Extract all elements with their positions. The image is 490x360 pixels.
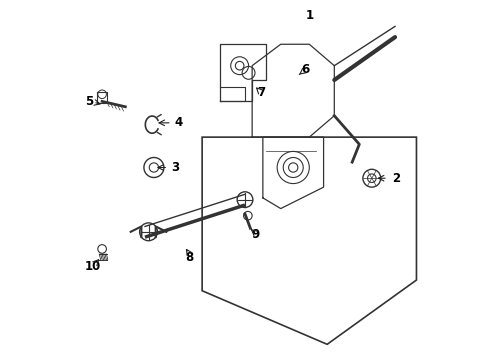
Text: 9: 9 (251, 228, 259, 241)
Text: 1: 1 (305, 9, 314, 22)
Text: 2: 2 (392, 172, 401, 185)
Text: 4: 4 (174, 116, 183, 129)
Text: 10: 10 (85, 260, 101, 273)
Text: 3: 3 (171, 161, 179, 174)
Text: 8: 8 (186, 251, 194, 264)
Text: 7: 7 (257, 86, 265, 99)
Text: 6: 6 (301, 63, 309, 76)
Text: 5: 5 (85, 95, 94, 108)
